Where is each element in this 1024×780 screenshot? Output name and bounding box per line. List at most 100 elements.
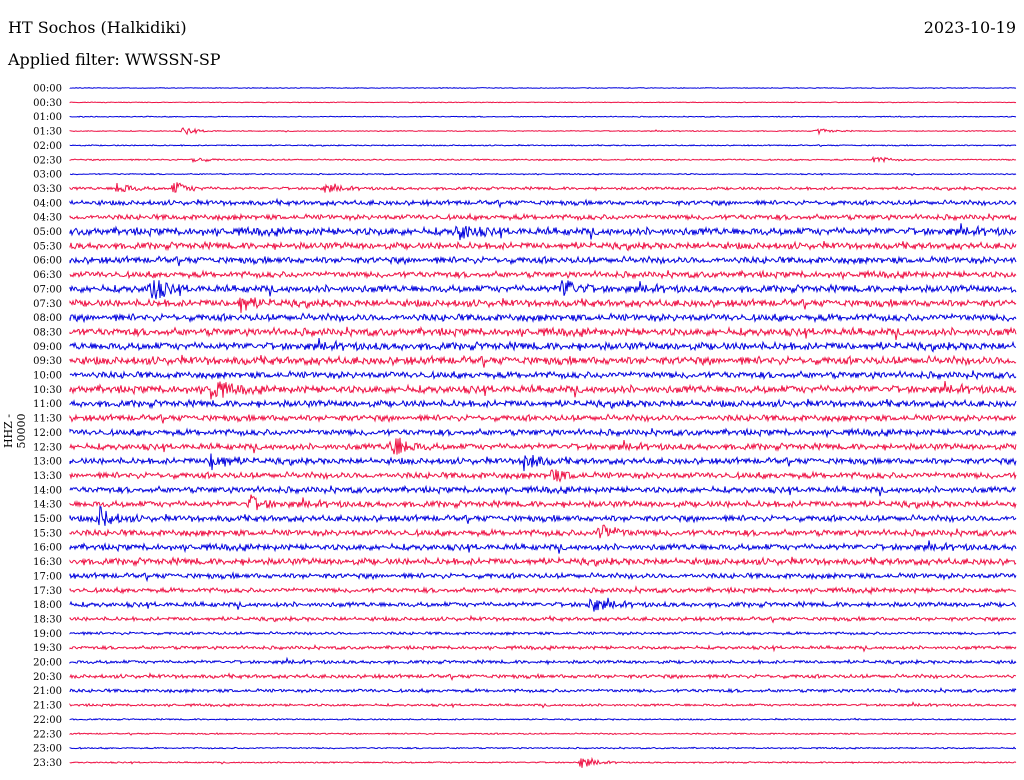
time-tick-label: 00:00 [33,84,62,95]
time-tick-label: 04:00 [33,198,62,209]
trace-row [69,182,1017,193]
trace-row [69,155,1017,164]
trace-row [69,469,1017,483]
time-tick-label: 20:00 [33,658,62,669]
time-tick-label: 23:00 [33,744,62,755]
time-tick-label: 03:30 [33,184,62,195]
trace-row [69,505,1017,526]
time-tick-label: 14:00 [33,485,62,496]
time-tick-label: 19:00 [33,629,62,640]
trace-row [69,453,1017,472]
time-tick-label: 22:00 [33,715,62,726]
trace-row [69,325,1017,340]
trace-row [69,172,1017,176]
trace-row [69,240,1017,252]
time-tick-label: 23:30 [33,758,62,769]
time-tick-label: 12:30 [33,442,62,453]
time-tick-label: 09:30 [33,356,62,367]
trace-row [69,672,1017,681]
time-tick-label: 18:30 [33,614,62,625]
trace-row [69,381,1017,400]
time-tick-label: 01:00 [33,112,62,123]
time-tick-label: 05:30 [33,241,62,252]
trace-row [69,398,1017,410]
time-tick-label: 06:30 [33,270,62,281]
time-tick-label: 03:00 [33,170,62,181]
time-tick-label: 07:00 [33,284,62,295]
time-tick-label: 22:30 [33,729,62,740]
time-tick-label: 18:00 [33,600,62,611]
trace-row [69,484,1017,497]
trace-row [69,269,1017,281]
trace-row [69,732,1017,736]
trace-row [69,338,1017,353]
station-title: HT Sochos (Halkidiki) [8,18,187,37]
time-tick-label: 13:30 [33,471,62,482]
time-tick-label: 02:30 [33,155,62,166]
trace-row [69,280,1017,300]
trace-row [69,687,1017,694]
time-tick-label: 04:30 [33,213,62,224]
trace-row [69,701,1017,709]
time-tick-label: 16:30 [33,557,62,568]
trace-row [69,212,1017,222]
time-tick-label: 06:00 [33,256,62,267]
trace-row [69,756,1017,768]
trace-row [69,254,1017,267]
time-tick-label: 12:00 [33,428,62,439]
trace-row [69,127,1017,136]
trace-row [69,413,1017,424]
time-tick-label: 13:00 [33,457,62,468]
trace-row [69,717,1017,722]
time-tick-label: 17:30 [33,586,62,597]
trace-row [69,746,1016,750]
time-tick-label: 11:00 [33,399,62,410]
time-tick-label: 08:30 [33,327,62,338]
trace-row [69,427,1017,439]
time-tick-label: 08:00 [33,313,62,324]
trace-row [69,86,1017,90]
time-tick-label: 10:00 [33,371,62,382]
trace-row [69,437,1017,455]
trace-row [69,614,1017,624]
trace-row [69,524,1017,539]
time-tick-label: 21:30 [33,701,62,712]
trace-row [69,585,1017,596]
time-tick-label: 07:30 [33,299,62,310]
trace-row [69,312,1017,324]
time-tick-label: 21:00 [33,686,62,697]
filter-label: Applied filter: WWSSN-SP [8,50,221,69]
time-tick-label: 01:30 [33,127,62,138]
time-tick-label: 05:00 [33,227,62,238]
trace-row [69,369,1017,381]
trace-row [69,354,1017,368]
trace-row [69,630,1017,637]
time-tick-label: 17:00 [33,571,62,582]
trace-row [69,656,1017,666]
trace-row [69,597,1017,612]
time-tick-label: 20:30 [33,672,62,683]
trace-row [69,223,1017,241]
time-tick-label: 19:30 [33,643,62,654]
time-tick-label: 11:30 [33,414,62,425]
trace-row [69,556,1017,568]
time-tick-label: 00:30 [33,98,62,109]
trace-row [69,197,1017,209]
trace-row [69,494,1017,511]
time-tick-label: 15:00 [33,514,62,525]
time-tick-label: 16:00 [33,543,62,554]
time-tick-label: 09:00 [33,342,62,353]
trace-row [69,143,1017,148]
trace-row [69,644,1017,653]
time-tick-label: 15:30 [33,528,62,539]
trace-row [69,540,1017,554]
date-label: 2023-10-19 [923,18,1016,37]
trace-row [69,571,1017,583]
time-tick-label: 02:00 [33,141,62,152]
trace-row [69,297,1017,313]
trace-row [69,101,1017,104]
time-tick-label: 14:30 [33,500,62,511]
trace-row [69,115,1017,118]
time-tick-label: 10:30 [33,385,62,396]
